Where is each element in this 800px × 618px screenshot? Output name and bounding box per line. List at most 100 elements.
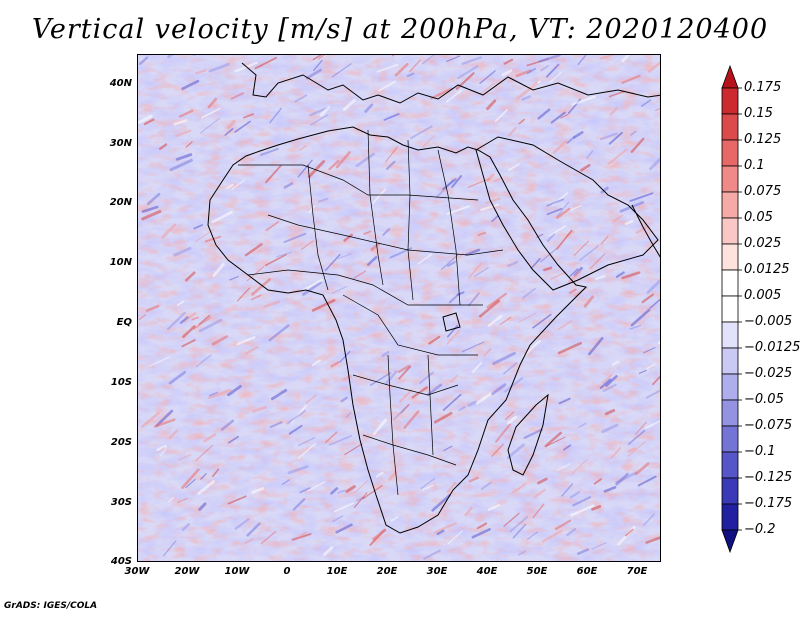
field-filament [363,230,372,235]
field-filament [342,374,353,381]
field-filament [195,69,207,75]
field-filament [468,262,483,278]
field-filament [461,341,485,353]
field-filament [204,235,222,243]
field-filament [181,339,196,348]
field-filament [440,253,460,271]
field-filament [324,431,338,444]
lat-label: 40N [109,78,132,89]
field-filament [305,68,323,80]
field-filament [465,248,481,256]
map-title: Vertical velocity [m/s] at 200hPa, VT: 2… [31,14,769,45]
africa-coastline [207,126,588,534]
field-filament [546,198,565,207]
field-filament [561,483,574,497]
field-filament [198,314,211,326]
field-filament [479,70,496,85]
field-filament [177,498,188,504]
field-filament [302,278,324,292]
field-filament [448,293,460,304]
field-filament [229,276,239,281]
field-filament [398,365,412,380]
field-filament [265,221,280,232]
country-borders [238,129,504,496]
field-filament [243,113,254,119]
field-filament [446,55,461,62]
lon-label: 20E [376,566,398,577]
colorbar-label: 0.0125 [744,262,790,277]
field-filament [143,118,155,126]
lat-label: 20S [110,437,132,448]
field-filament [603,486,617,493]
field-filament [556,463,571,471]
field-filament [624,219,634,226]
field-filament [607,148,628,165]
field-filament [250,294,262,301]
lat-label: 20N [109,197,132,208]
field-filament [546,232,556,242]
field-filament [353,492,368,509]
europe-coastline [241,62,660,104]
field-filament [621,271,641,280]
field-filament [446,329,460,345]
field-filament [638,369,647,374]
field-filament [185,141,193,148]
field-filament [287,465,309,475]
field-filament [390,516,399,522]
field-filament [417,253,433,265]
field-filament [643,513,655,526]
field-filament [480,203,500,212]
colorbar-label: 0.075 [744,184,782,199]
field-filament [601,423,619,434]
field-filament [433,522,457,534]
field-filament [546,207,563,216]
field-filament [306,481,326,492]
field-filament [324,253,341,272]
field-filament [472,362,483,373]
field-filament [260,530,277,545]
madagascar-coastline [507,393,549,476]
field-filament [615,271,625,278]
field-filament [537,477,548,485]
colorbar-bin [721,217,739,245]
field-filament [175,129,192,138]
field-filament [552,140,568,154]
field-filament [570,504,595,517]
colorbar-label: −0.075 [744,418,793,433]
field-filament [309,106,329,117]
field-filament [354,480,369,494]
colorbar-bin [721,87,739,115]
lat-label: 30N [109,138,132,149]
colorbar-bin [721,503,739,531]
field-filament [181,523,191,531]
field-filament [588,337,604,356]
field-filament [376,63,399,73]
field-filament [436,529,445,536]
field-filament [211,468,220,478]
field-filament [604,408,616,416]
field-filament [458,405,466,412]
field-filament [226,120,236,130]
field-filament [593,478,602,485]
field-filament [270,388,288,401]
lon-label: 10E [326,566,348,577]
field-filament [532,503,545,519]
field-filament [224,128,234,136]
field-filament [601,374,612,384]
field-filament [467,400,477,407]
field-filament [246,266,265,282]
field-filament [473,267,489,278]
border-line [427,354,434,456]
field-filament [318,55,325,60]
field-filament [344,443,363,456]
lat-label: 10N [109,257,132,268]
colorbar-label: 0.025 [744,236,782,251]
field-filament [383,113,400,121]
field-filament [372,188,387,204]
field-filament [589,253,606,270]
field-filament [234,518,250,530]
field-filament [178,109,194,118]
colorbar-label: 0.125 [744,132,782,147]
field-filament [168,429,179,439]
field-filament [566,528,577,537]
